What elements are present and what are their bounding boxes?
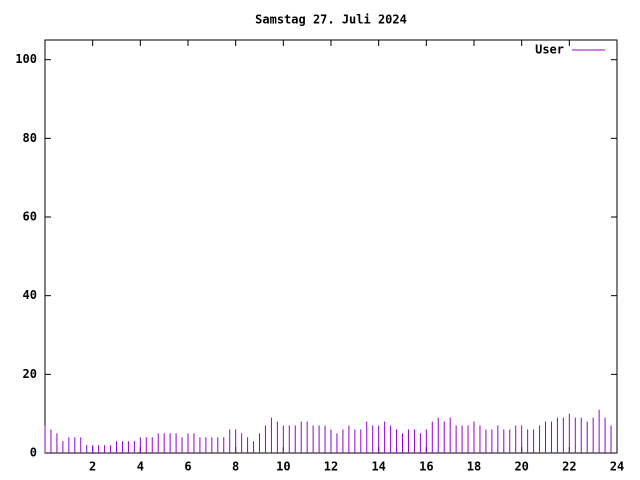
x-tick-label: 6 [184,460,191,474]
x-tick-label: 16 [419,460,433,474]
y-tick-label: 100 [15,52,37,66]
x-tick-label: 14 [371,460,385,474]
y-tick-label: 60 [23,210,37,224]
y-tick-label: 0 [30,446,37,460]
x-tick-label: 20 [514,460,528,474]
chart-title: Samstag 27. Juli 2024 [255,13,407,27]
x-tick-label: 22 [562,460,576,474]
x-tick-label: 8 [232,460,239,474]
legend-label: User [535,43,564,57]
y-tick-label: 40 [23,288,37,302]
x-tick-label: 18 [467,460,481,474]
y-tick-label: 20 [23,367,37,381]
x-tick-label: 24 [610,460,624,474]
plot-frame [44,39,618,454]
x-tick-label: 10 [276,460,290,474]
y-tick-label: 80 [23,131,37,145]
x-tick-label: 2 [89,460,96,474]
x-tick-label: 12 [324,460,338,474]
x-tick-label: 4 [137,460,144,474]
